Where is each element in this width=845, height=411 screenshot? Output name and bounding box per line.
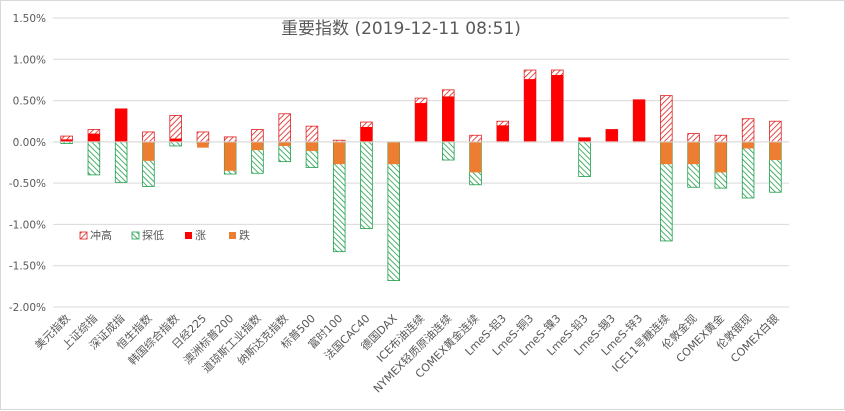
bar-high [196, 131, 210, 143]
bar-high [278, 113, 291, 143]
chart-title: 重要指数 (2019-12-11 08:51) [281, 19, 521, 39]
legend-label: 冲高 [90, 228, 112, 242]
bar-up [524, 79, 536, 142]
bar-up [605, 129, 618, 142]
bar-down [742, 141, 754, 149]
bar-high [142, 131, 155, 143]
y-tick-label: -1.00% [9, 219, 46, 231]
gridlines [53, 17, 789, 308]
legend-swatch [229, 232, 236, 239]
y-tick-label: -2.00% [9, 302, 46, 314]
bar-down [333, 141, 346, 165]
y-axis: 1.50% 1.00% 0.50% 0.00% -0.50% -1.00% -1.50% -2… [9, 13, 46, 314]
bar-high [714, 134, 728, 143]
bar-up [633, 99, 645, 142]
bar-down [714, 141, 727, 173]
bar-high [769, 120, 782, 143]
bar-up [578, 137, 591, 142]
bar-down [224, 141, 237, 171]
y-tick-label: 1.50% [13, 13, 46, 25]
legend-swatch [185, 232, 192, 239]
bar-low [114, 141, 128, 183]
bar-low [169, 141, 182, 147]
bar-high [469, 134, 482, 143]
bar-down [278, 141, 291, 146]
bar-up [551, 74, 564, 142]
bar-low [360, 141, 373, 229]
bar-down [769, 141, 782, 161]
bar-low [441, 141, 455, 161]
y-tick-label: -1.50% [9, 261, 46, 273]
legend-label: 涨 [195, 229, 206, 242]
bar-down [197, 141, 209, 148]
bar-high [251, 129, 264, 143]
legend-swatch [131, 231, 140, 240]
legend: 冲高 探低 涨 跌 [79, 228, 250, 242]
bar-up [60, 139, 73, 142]
y-tick-label: 1.00% [13, 54, 46, 66]
legend-swatch [79, 231, 88, 240]
bar-up [169, 138, 182, 142]
bar-down [660, 141, 673, 165]
bar-high [169, 115, 182, 143]
bar-high [660, 95, 673, 143]
legend-label: 跌 [239, 228, 250, 242]
bar-up [415, 103, 427, 142]
bar-high [223, 136, 237, 143]
bar-low [87, 141, 101, 176]
bar-high [305, 125, 319, 143]
y-tick-label: 0.00% [13, 137, 46, 149]
bar-low [578, 141, 591, 177]
legend-label: 探低 [142, 229, 164, 242]
bar-down [142, 141, 155, 161]
bar-up [115, 108, 128, 142]
bar-up [88, 133, 100, 142]
bar-low [741, 141, 755, 199]
bar-down [469, 141, 482, 173]
bars [60, 69, 782, 281]
bar-down [387, 141, 400, 165]
bar-high [687, 133, 700, 143]
y-tick-label: 0.50% [13, 96, 46, 108]
bar-down [687, 141, 700, 165]
bar-down [251, 141, 264, 151]
bar-up [360, 126, 373, 142]
bar-down [306, 141, 318, 151]
bar-high [741, 118, 755, 143]
bar-up [442, 96, 455, 142]
y-tick-label: -0.50% [9, 178, 46, 190]
bar-up [496, 125, 509, 142]
